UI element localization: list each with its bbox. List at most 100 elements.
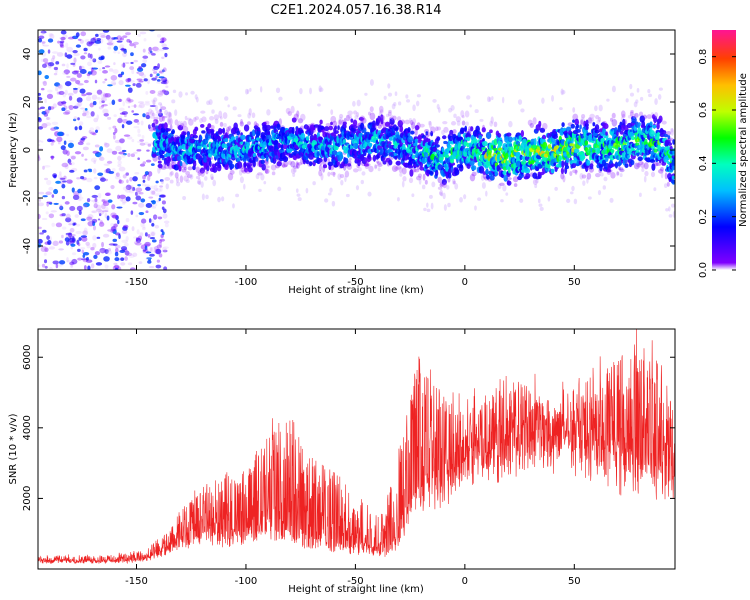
heatmap-noise-cell [129,176,133,182]
heatmap-cell [467,150,471,156]
heatmap-noise-cell [114,251,119,257]
colorbar-tick-label: 0.0 [698,262,709,278]
heatmap-noise-cell [66,259,72,263]
heatmap-cell [573,148,580,154]
heatmap-noise-cell [104,93,112,98]
heatmap-cell [624,163,629,168]
heatmap-noise-cell [53,202,59,205]
heatmap-cell [338,119,342,125]
heatmap-cell [552,134,558,140]
heatmap-cell [374,164,378,169]
heatmap-cell [581,174,587,179]
heatmap-noise-cell [145,251,152,254]
heatmap-noise-cell [76,205,83,212]
heatmap-noise-cell [137,157,140,160]
heatmap-noise-cell [40,246,48,252]
heatmap-haze-cell [488,97,492,102]
heatmap-noise-cell [80,55,86,60]
heatmap-noise-cell [139,163,146,167]
heatmap-cell [158,164,163,170]
heatmap-haze-cell [186,117,192,121]
heatmap-noise-cell [38,96,43,101]
heatmap-cell [219,121,224,127]
heatmap-haze-cell [448,107,453,113]
heatmap-noise-cell [89,102,95,108]
heatmap-cell [450,166,454,173]
heatmap-haze-cell [440,192,444,197]
heatmap-cell [581,152,585,160]
heatmap-cell [217,163,221,169]
heatmap-haze-cell [480,174,485,182]
heatmap-haze-cell [397,197,400,202]
heatmap-cell [621,113,626,119]
heatmap-noise-cell [159,238,166,242]
heatmap-noise-cell [162,115,167,119]
heatmap-haze-cell [600,172,604,177]
heatmap-cell [607,169,613,173]
heatmap-cell [285,107,291,114]
heatmap-cell [255,157,259,162]
heatmap-haze-cell [167,117,170,124]
heatmap-cell [351,138,357,144]
heatmap-cell [218,110,223,119]
heatmap-haze-cell [209,173,214,180]
heatmap-noise-cell [97,218,101,221]
heatmap-noise-cell [61,213,66,217]
heatmap-noise-cell [151,99,155,103]
heatmap-noise-cell [57,131,64,137]
heatmap-noise-cell [140,120,144,126]
heatmap-cell [671,175,675,180]
heatmap-cell [224,143,228,149]
heatmap-noise-cell [99,220,103,225]
heatmap-noise-cell [93,117,99,123]
heatmap-noise-cell [80,235,87,238]
heatmap-noise-cell [161,231,165,236]
heatmap-cell [318,169,323,177]
heatmap-noise-cell [156,244,162,249]
heatmap-noise-cell [119,138,125,144]
heatmap-cell [251,112,256,119]
heatmap-noise-cell [149,253,155,257]
heatmap-haze-cell [657,94,662,100]
heatmap-cell [595,115,600,120]
heatmap-noise-cell [139,232,144,237]
heatmap-haze-cell [639,96,644,101]
heatmap-cell [323,126,330,132]
heatmap-noise-cell [153,117,159,120]
heatmap-haze-cell [296,193,301,197]
snr-series-line [38,329,675,565]
heatmap-cell [524,167,531,174]
heatmap-cell [347,114,352,119]
heatmap-cell [223,133,230,140]
heatmap-haze-cell [594,105,598,112]
heatmap-noise-cell [158,239,163,244]
heatmap-haze-cell [263,180,267,185]
heatmap-haze-cell [519,198,524,203]
heatmap-noise-cell [43,165,51,168]
heatmap-noise-cell [90,67,94,73]
heatmap-noise-cell [107,199,113,203]
heatmap-noise-cell [104,264,109,269]
heatmap-cell [281,161,286,168]
heatmap-noise-cell [122,35,128,39]
heatmap-cell [453,180,456,185]
heatmap-cell [164,177,171,181]
heatmap-noise-cell [66,63,69,69]
heatmap-haze-cell [438,107,441,113]
heatmap-noise-cell [73,70,80,73]
heatmap-cell [508,143,513,147]
heatmap-noise-cell [55,263,59,269]
heatmap-cell [482,138,485,142]
heatmap-cell [201,116,207,123]
heatmap-haze-cell [441,129,445,136]
heatmap-noise-cell [129,66,135,71]
heatmap-cell [587,117,593,124]
heatmap-noise-cell [119,37,124,41]
heatmap-noise-cell [57,84,63,90]
heatmap-noise-cell [159,77,166,82]
heatmap-cell [222,127,226,135]
heatmap-noise-cell [114,127,118,134]
heatmap-cell [339,173,345,179]
heatmap-noise-cell [105,93,111,98]
heatmap-haze-cell [415,100,420,107]
